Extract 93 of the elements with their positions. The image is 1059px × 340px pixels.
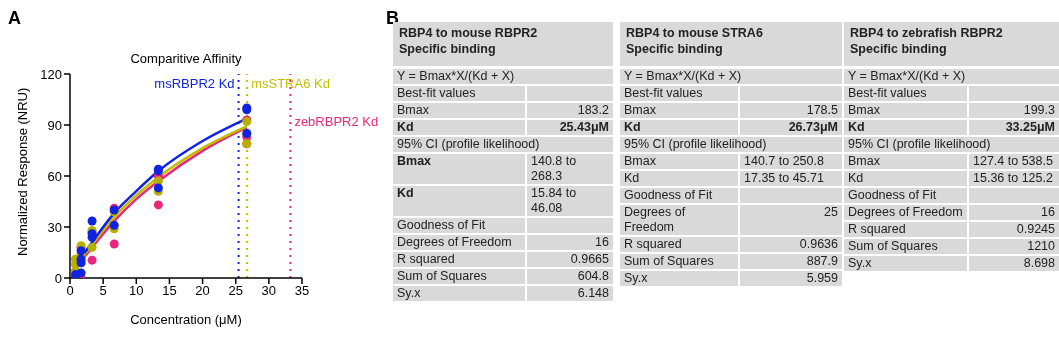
- text: Bmax: [393, 103, 527, 118]
- text: Degrees of Freedom: [393, 235, 527, 250]
- text: Best-fit values: [620, 86, 740, 101]
- text: Specific binding: [850, 41, 948, 57]
- text: Y = Bmax*X/(Kd + X): [393, 69, 613, 84]
- text: Best-fit values: [393, 86, 527, 101]
- text: R squared: [620, 237, 740, 252]
- text: Y = Bmax*X/(Kd + X): [844, 69, 1059, 84]
- x-tick-label: 10: [129, 283, 144, 299]
- point: [87, 216, 97, 226]
- text: Kd: [844, 171, 969, 186]
- y-tick-label: 30: [47, 219, 62, 235]
- text: RBP4 to mouse STRA6: [626, 25, 764, 41]
- y-tick-label: 90: [47, 117, 62, 133]
- point: [109, 239, 119, 249]
- text: 140.8 to 268.3: [527, 154, 613, 184]
- text: 25.43μM: [527, 120, 613, 135]
- text: Sum of Squares: [393, 269, 527, 284]
- text: 604.8: [527, 269, 613, 284]
- text: 33.25μM: [969, 120, 1059, 135]
- text: Sy.x: [844, 256, 969, 271]
- text: 183.2: [527, 103, 613, 118]
- text: 95% CI (profile likelihood): [844, 137, 1059, 152]
- text: R squared: [844, 222, 969, 237]
- text: Degrees of Freedom: [620, 205, 740, 235]
- text: 6.148: [527, 286, 613, 301]
- text: 140.7 to 250.8: [740, 154, 842, 169]
- text: Kd: [620, 120, 740, 135]
- x-tick-label: 20: [195, 283, 210, 299]
- ref-line-label: msRBPR2 Kd: [154, 76, 235, 91]
- x-axis-title: Concentration (μM): [130, 312, 242, 327]
- text: Goodness of Fit: [844, 188, 969, 203]
- text: 127.4 to 538.5: [969, 154, 1059, 169]
- text: Sum of Squares: [844, 239, 969, 254]
- text: Bmax: [620, 103, 740, 118]
- text: Bmax: [620, 154, 740, 169]
- text: Y = Bmax*X/(Kd + X): [620, 69, 842, 84]
- text: Sum of Squares: [620, 254, 740, 269]
- text: 1210: [969, 239, 1059, 254]
- text: 15.36 to 125.2: [969, 171, 1059, 186]
- text: RBP4 to mouse RBPR2: [399, 25, 539, 41]
- text: 95% CI (profile likelihood): [620, 137, 842, 152]
- text: 0.9245: [969, 222, 1059, 237]
- text: 16: [969, 205, 1059, 220]
- x-tick-label: 15: [162, 283, 177, 299]
- text: Specific binding: [399, 41, 497, 57]
- x-tick-label: 5: [99, 283, 107, 299]
- text: 5.959: [740, 271, 842, 286]
- text: A: [8, 8, 21, 29]
- text: 16: [527, 235, 613, 250]
- ref-line-label: zebRBPR2 Kd: [294, 114, 379, 129]
- text: 15.84 to 46.08: [527, 186, 613, 216]
- text: 17.35 to 45.71: [740, 171, 842, 186]
- text: 95% CI (profile likelihood): [393, 137, 613, 152]
- text: 26.73μM: [740, 120, 842, 135]
- point: [109, 220, 119, 230]
- text: Kd: [393, 120, 527, 135]
- text: Sy.x: [393, 286, 527, 301]
- y-tick-label: 0: [54, 270, 62, 286]
- text: 178.5: [740, 103, 842, 118]
- text: Goodness of Fit: [620, 188, 740, 203]
- text: 0.9636: [740, 237, 842, 252]
- text: RBP4 to zebrafish RBPR2: [850, 25, 1004, 41]
- ref-line-label: msSTRA6 Kd: [251, 76, 330, 91]
- text: Best-fit values: [844, 86, 969, 101]
- point: [76, 268, 86, 278]
- text: 887.9: [740, 254, 842, 269]
- text: Kd: [620, 171, 740, 186]
- text: Bmax: [844, 103, 969, 118]
- text: Kd: [393, 186, 527, 216]
- x-tick-label: 25: [228, 283, 243, 299]
- point: [153, 200, 163, 210]
- text: 199.3: [969, 103, 1059, 118]
- text: 25: [740, 205, 842, 235]
- y-tick-label: 60: [47, 168, 62, 184]
- text: 0.9665: [527, 252, 613, 267]
- x-tick-label: 35: [294, 283, 310, 299]
- text: Goodness of Fit: [393, 218, 527, 233]
- point: [87, 242, 97, 252]
- text: Specific binding: [626, 41, 724, 57]
- text: R squared: [393, 252, 527, 267]
- text: Sy.x: [620, 271, 740, 286]
- x-tick-label: 30: [261, 283, 277, 299]
- text: Kd: [844, 120, 969, 135]
- y-tick-label: 120: [40, 66, 62, 82]
- text: 8.698: [969, 256, 1059, 271]
- text: Bmax: [844, 154, 969, 169]
- text: Bmax: [393, 154, 527, 184]
- point: [87, 255, 97, 265]
- chart-title: Comparitive Affinity: [129, 51, 243, 66]
- text: Degrees of Freedom: [844, 205, 969, 220]
- x-tick-label: 0: [66, 283, 74, 299]
- y-axis-title: Normalized Response (NRU): [14, 87, 30, 256]
